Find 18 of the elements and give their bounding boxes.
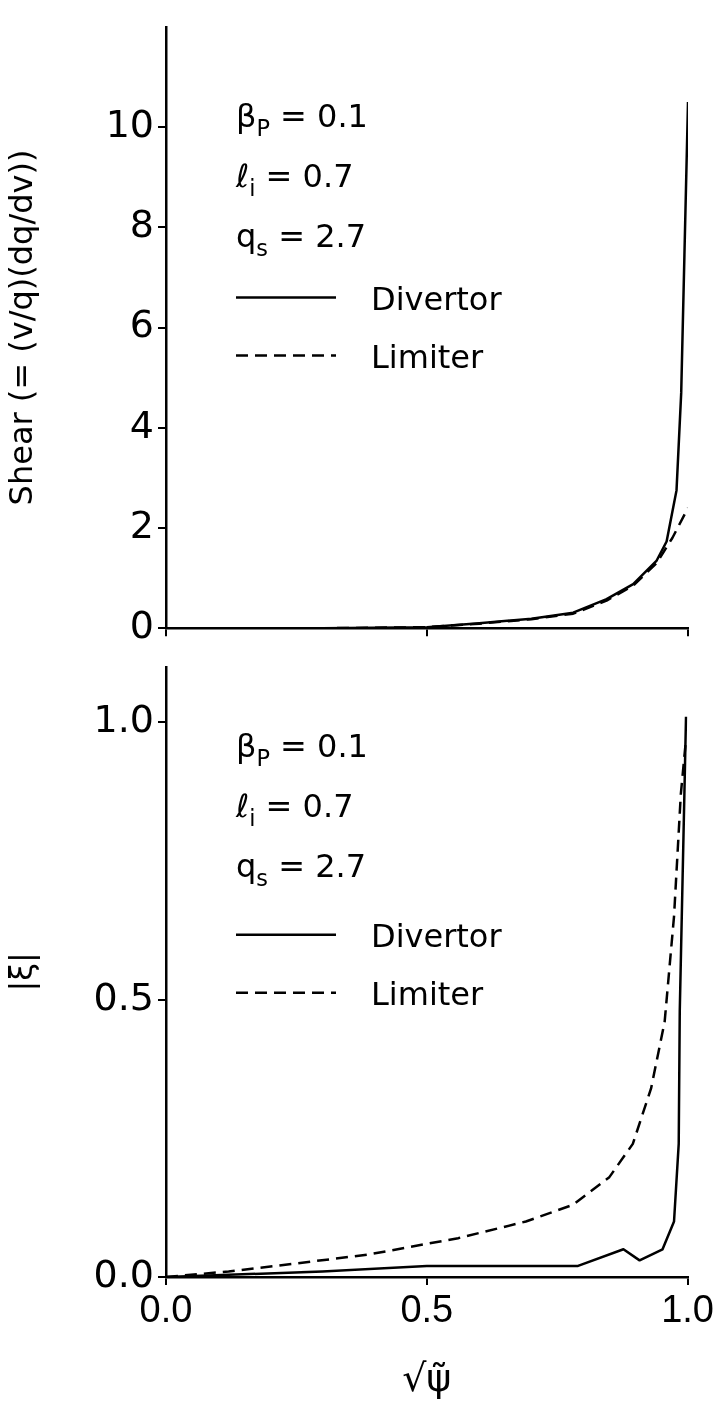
y-tick-label: 6 [129, 302, 154, 347]
y-tick-label: 0 [129, 603, 154, 648]
legend-label: Limiter [371, 974, 485, 1013]
y-tick-label: 4 [129, 402, 154, 447]
legend-label: Divertor [371, 916, 503, 955]
y-tick-label: 8 [129, 202, 154, 247]
y-tick-label: 10 [105, 101, 154, 146]
y-tick-label: 0.5 [93, 974, 154, 1019]
legend-label: Divertor [371, 279, 503, 318]
y-tick-label: 1.0 [93, 697, 154, 742]
x-tick-label: 0.5 [400, 1288, 454, 1331]
legend-label: Limiter [371, 337, 485, 376]
y-tick-label: 0.0 [93, 1251, 154, 1296]
y-tick-label: 2 [129, 502, 154, 547]
x-axis-title: √ψ̃ [402, 1356, 452, 1401]
y-axis-title: Shear (= (v/q)(dq/dv)) [1, 149, 40, 506]
y-axis-title: |ξ| [1, 952, 40, 992]
x-tick-label: 1.0 [661, 1288, 714, 1331]
